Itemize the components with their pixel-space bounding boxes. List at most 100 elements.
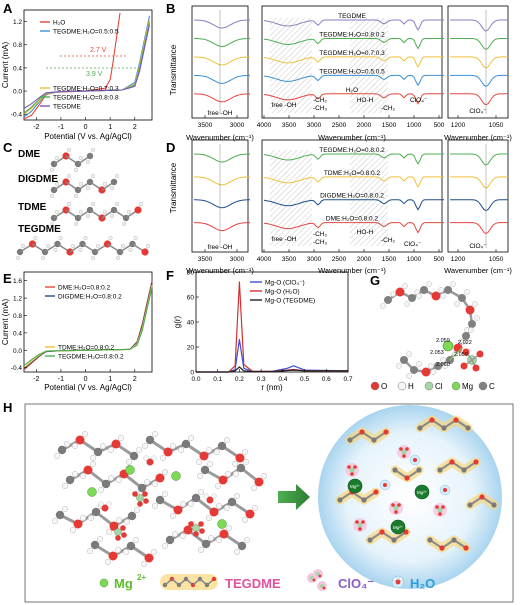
curves-d bbox=[193, 144, 508, 248]
hydrogen-atom bbox=[179, 500, 187, 508]
hatch-d-1 bbox=[270, 150, 312, 246]
ytick-label: 0.8 bbox=[13, 313, 22, 320]
hydrogen-atom bbox=[21, 243, 26, 248]
legend-label: DME:H₂O=0.8:0.2 bbox=[58, 285, 111, 292]
legend-atom bbox=[451, 381, 461, 391]
legend-atom bbox=[424, 381, 434, 391]
water-hydrogen bbox=[143, 455, 149, 461]
oxygen-atom bbox=[391, 503, 395, 507]
water-oxygen bbox=[206, 496, 214, 504]
legend-atom-label: H bbox=[408, 382, 414, 391]
water-oxygen bbox=[101, 504, 109, 512]
hydrogen-atom bbox=[380, 303, 386, 309]
carbon-atom bbox=[237, 541, 247, 551]
xlabel-b-left: Wavenumber (cm⁻¹) bbox=[186, 133, 254, 142]
legend-bottom-e: TDME:H₂O=0.8:0.2 TEGDME:H₂O=0.8:0.2 bbox=[45, 345, 124, 361]
d-hoh: HO-H bbox=[357, 229, 374, 236]
hydrogen-atom bbox=[107, 446, 115, 454]
cl-atom bbox=[310, 576, 314, 580]
ftir-right-line bbox=[450, 176, 508, 189]
tick-label: 2000 bbox=[357, 256, 372, 263]
carbon-atom bbox=[458, 294, 466, 302]
yticks-a: -0.4 0.0 0.4 0.8 1.2 bbox=[11, 19, 27, 119]
tick-label: 3000 bbox=[307, 122, 322, 129]
b-free-oh-mid: free -OH bbox=[272, 102, 297, 109]
oxygen-atom bbox=[347, 465, 351, 469]
hydrogen-atom bbox=[46, 243, 51, 248]
hydrogen-atom bbox=[109, 213, 114, 218]
legend-g: O H Cl Mg C bbox=[370, 381, 495, 391]
molecule-name: DIGDME bbox=[18, 174, 58, 185]
atom bbox=[437, 467, 443, 473]
atom bbox=[427, 537, 433, 543]
tick-label: 3500 bbox=[198, 256, 213, 263]
oxygen-atom bbox=[235, 453, 245, 463]
oxygen-atom bbox=[353, 465, 357, 469]
ftir-right-line bbox=[450, 74, 508, 87]
hydrogen-atom bbox=[161, 542, 169, 550]
coordination-bond bbox=[449, 347, 463, 361]
ytick-label: 0 bbox=[190, 370, 194, 377]
hydrogen-atom bbox=[430, 369, 436, 375]
molecule-name: TDME bbox=[18, 202, 47, 213]
molecules-c: DME DIGDME TDME TEGDME bbox=[16, 147, 150, 261]
legend-label: Mg-O (H₂O) bbox=[265, 289, 300, 296]
atom bbox=[473, 459, 479, 465]
ftir-right-line bbox=[450, 199, 508, 212]
hydrogen-atom bbox=[151, 430, 159, 438]
hydrogen-atom bbox=[53, 452, 61, 460]
water-oxygen bbox=[413, 458, 417, 462]
hydrogen-atom bbox=[169, 442, 177, 450]
frame-d-right bbox=[447, 139, 509, 253]
oxygen-atom bbox=[199, 451, 209, 461]
hydrogen-atom bbox=[416, 293, 422, 299]
hydrogen-atom bbox=[41, 256, 46, 261]
oxygen-atom bbox=[108, 551, 118, 561]
water-hydrogen bbox=[106, 501, 112, 507]
panel-letter-g: G bbox=[370, 273, 380, 288]
water-hydrogen bbox=[211, 493, 217, 499]
oxygen-atom bbox=[143, 498, 149, 504]
hydrogen-atom bbox=[206, 460, 214, 468]
oxygen-atom bbox=[350, 472, 354, 476]
oxygen-atom bbox=[132, 491, 138, 497]
oxygen-atom bbox=[137, 501, 143, 507]
hydrogen-atom bbox=[151, 502, 159, 510]
hydrogen-atom bbox=[233, 548, 241, 556]
carbon-atom bbox=[384, 296, 392, 304]
ftir-mid-line bbox=[263, 19, 444, 32]
hydrogen-atom bbox=[50, 221, 55, 226]
mg-ion bbox=[390, 519, 406, 535]
xtick-label: 0.3 bbox=[257, 376, 266, 383]
xtick-label: 0 bbox=[84, 376, 88, 383]
frame-d-mid bbox=[261, 139, 443, 253]
mg-ion bbox=[125, 465, 135, 475]
b-clo4-mid: ClO₄⁻ bbox=[410, 97, 428, 104]
carbon-atom bbox=[462, 332, 470, 340]
hydrogen-atom bbox=[114, 173, 119, 178]
legend-top-a: H₂O TEGDME:H₂O=0.5:0.5 bbox=[40, 20, 119, 36]
mg-legend-icon bbox=[99, 578, 109, 588]
oxygen-atom bbox=[193, 531, 199, 537]
hydrogen-atom bbox=[102, 209, 107, 214]
ftir-label: TDME:H₂O=0.8:0.2 bbox=[324, 170, 381, 177]
yticks-e: -0.4 0.0 0.4 0.8 1.2 1.6 bbox=[11, 278, 27, 372]
hydrogen-atom bbox=[223, 436, 231, 444]
hydrogen-atom bbox=[390, 291, 396, 297]
series-line-3 bbox=[196, 366, 348, 373]
hydrogen-atom bbox=[464, 289, 470, 295]
panel-letter-b: B bbox=[166, 1, 175, 16]
carbon-atom bbox=[165, 535, 175, 545]
plot-frame-f bbox=[195, 271, 349, 373]
curves-f bbox=[196, 281, 349, 373]
hydrogen-atom bbox=[78, 247, 83, 252]
b-ch3: -CH₃ bbox=[313, 105, 328, 112]
tick-label: 1500 bbox=[382, 122, 397, 129]
cl-atom bbox=[136, 494, 144, 502]
hydrogen-atom bbox=[105, 528, 113, 536]
hydrogen-atom bbox=[108, 235, 113, 240]
hydrogen-atom bbox=[177, 446, 185, 454]
carbon-atom bbox=[217, 441, 227, 451]
hydrogen-atom bbox=[241, 448, 249, 456]
xlabel-e: Potential (V vs. Ag/AgCl) bbox=[44, 383, 132, 392]
